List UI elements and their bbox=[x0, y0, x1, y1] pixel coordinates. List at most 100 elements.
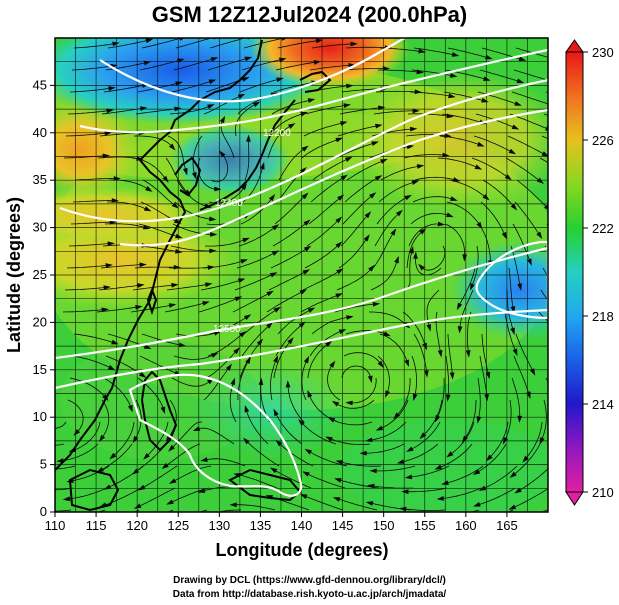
streamline bbox=[274, 412, 303, 445]
coast-korea bbox=[174, 156, 202, 197]
streamline bbox=[406, 230, 424, 269]
streamline-arrow bbox=[462, 254, 468, 262]
streamline bbox=[270, 247, 309, 269]
streamline bbox=[540, 289, 548, 301]
streamline-arrow bbox=[334, 478, 342, 483]
contour-12400 bbox=[119, 108, 548, 247]
streamline-arrow bbox=[101, 307, 109, 313]
streamline bbox=[69, 377, 107, 399]
streamline-arrow bbox=[445, 394, 451, 402]
streamline-arrow bbox=[192, 426, 201, 432]
streamline bbox=[63, 155, 106, 159]
streamline bbox=[458, 267, 476, 307]
streamline-arrow bbox=[196, 513, 204, 518]
streamline bbox=[400, 443, 439, 463]
streamline-arrow bbox=[25, 507, 33, 512]
streamline bbox=[411, 355, 418, 398]
streamline bbox=[197, 157, 218, 190]
streamline bbox=[273, 469, 312, 489]
streamline bbox=[171, 377, 212, 387]
streamline bbox=[69, 87, 112, 93]
streamline-arrow bbox=[205, 282, 213, 288]
streamline-arrow bbox=[457, 326, 463, 334]
streamline-arrow bbox=[556, 414, 561, 421]
coast-taiwan bbox=[146, 287, 158, 316]
streamline bbox=[275, 61, 318, 71]
streamline bbox=[67, 399, 84, 434]
colorbar-tick-label: 214 bbox=[592, 397, 614, 412]
x-tick-label: 115 bbox=[86, 518, 107, 533]
streamline bbox=[203, 95, 242, 115]
streamline bbox=[414, 176, 457, 181]
streamline-arrow bbox=[271, 224, 280, 231]
streamline-arrow bbox=[327, 417, 336, 423]
streamline bbox=[438, 443, 473, 469]
streamline bbox=[173, 353, 215, 360]
streamline bbox=[374, 212, 401, 247]
streamline-arrow bbox=[242, 237, 250, 243]
streamline bbox=[412, 196, 455, 203]
streamline bbox=[266, 290, 304, 313]
lat-lon-grid bbox=[55, 38, 548, 512]
streamline bbox=[408, 465, 450, 478]
contour-12200 bbox=[79, 48, 548, 134]
streamline bbox=[137, 82, 180, 93]
streamline-arrow bbox=[202, 301, 210, 306]
streamline-arrow bbox=[367, 375, 373, 384]
streamline bbox=[142, 179, 176, 207]
streamline bbox=[73, 43, 116, 49]
x-tick-label: 145 bbox=[332, 518, 354, 533]
x-tick-label: 135 bbox=[250, 518, 272, 533]
streamline bbox=[173, 58, 215, 71]
streamline bbox=[327, 363, 341, 401]
streamline-arrow bbox=[469, 283, 475, 291]
streamline bbox=[370, 259, 398, 291]
streamline bbox=[369, 311, 408, 327]
streamline-arrow bbox=[268, 194, 276, 202]
streamline bbox=[446, 201, 481, 227]
streamline-arrow bbox=[483, 76, 491, 81]
streamline-arrow bbox=[178, 342, 187, 348]
streamline-arrow bbox=[434, 414, 441, 423]
streamline-arrow bbox=[271, 250, 280, 256]
colorbar-top-arrow bbox=[565, 39, 584, 53]
streamline-arrow bbox=[299, 494, 308, 499]
streamline-arrow bbox=[346, 315, 354, 320]
streamline-arrow bbox=[301, 145, 309, 152]
streamline bbox=[174, 201, 213, 220]
streamline-arrow bbox=[426, 324, 432, 332]
streamline-arrow bbox=[516, 78, 525, 84]
streamline bbox=[524, 421, 543, 460]
streamline-arrow bbox=[233, 347, 240, 355]
streamline bbox=[62, 309, 105, 313]
streamline bbox=[287, 384, 305, 423]
streamline-arrow bbox=[383, 331, 391, 337]
streamline-arrow bbox=[209, 216, 217, 222]
streamline bbox=[60, 443, 99, 462]
streamline-arrow bbox=[240, 259, 249, 264]
streamline bbox=[236, 251, 276, 269]
streamline-arrow bbox=[244, 404, 250, 413]
streamline bbox=[335, 142, 376, 159]
streamline bbox=[196, 427, 235, 445]
streamline bbox=[232, 292, 271, 313]
streamline-arrow bbox=[109, 452, 117, 460]
streamline-arrow bbox=[135, 304, 143, 310]
streamline bbox=[169, 105, 212, 115]
streamline bbox=[302, 270, 341, 291]
streamline-arrow bbox=[539, 437, 545, 445]
streamline bbox=[172, 465, 212, 483]
streamline-arrow bbox=[399, 506, 407, 512]
streamline bbox=[139, 355, 179, 375]
streamline-arrow bbox=[168, 478, 177, 484]
streamline bbox=[447, 333, 453, 376]
streamline-arrow bbox=[273, 408, 279, 417]
streamline-arrow bbox=[269, 272, 278, 278]
streamline bbox=[369, 421, 407, 441]
streamline-arrow bbox=[404, 474, 413, 480]
streamline bbox=[459, 289, 474, 330]
streamline bbox=[303, 122, 344, 137]
streamline-arrow bbox=[303, 355, 310, 364]
streamline-arrow bbox=[451, 52, 460, 57]
streamline-arrow bbox=[404, 359, 409, 368]
